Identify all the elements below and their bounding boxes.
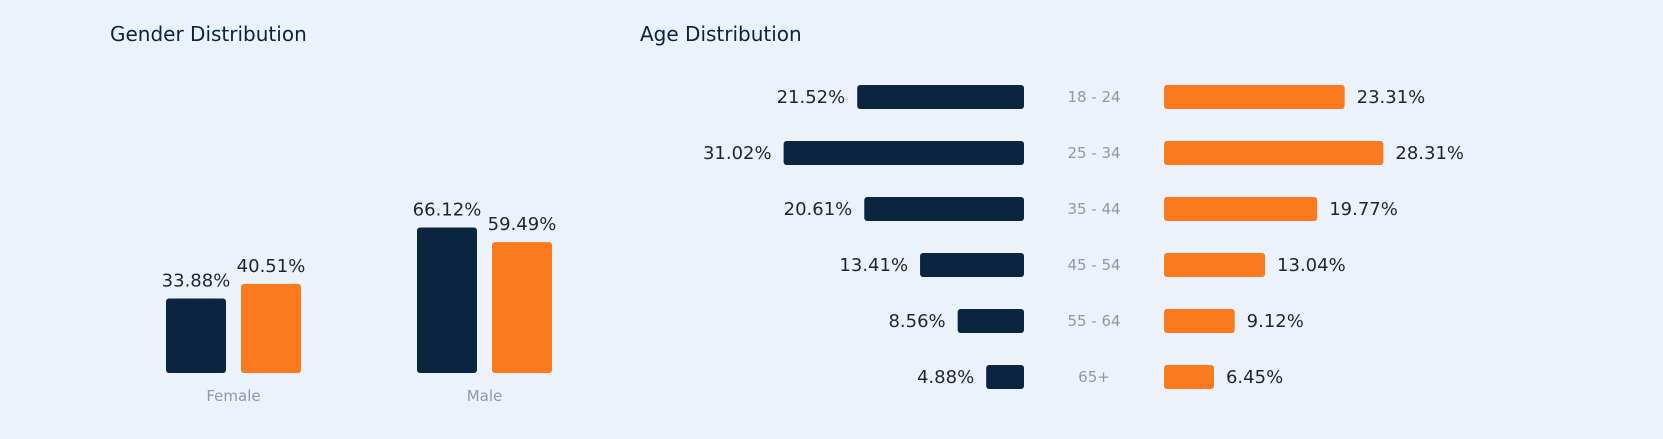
- age-bar-left: [986, 365, 1024, 389]
- age-value-label-left: 13.41%: [839, 255, 908, 276]
- age-value-label-left: 31.02%: [703, 143, 772, 164]
- age-bar-right: [1164, 253, 1266, 277]
- age-value-label-right: 23.31%: [1357, 87, 1426, 108]
- age-bar-left: [920, 253, 1024, 277]
- age-bar-left: [783, 141, 1024, 165]
- gender-value-label: 59.49%: [488, 214, 557, 235]
- age-bar-right: [1164, 365, 1214, 389]
- age-value-label-right: 9.12%: [1247, 311, 1304, 332]
- age-category-label: 18 - 24: [1067, 88, 1120, 106]
- gender-bar: [166, 298, 226, 373]
- gender-value-label: 33.88%: [162, 270, 231, 291]
- age-value-label-left: 21.52%: [777, 87, 846, 108]
- gender-distribution-title: Gender Distribution: [110, 22, 307, 46]
- age-category-label: 35 - 44: [1067, 200, 1120, 218]
- age-bar-right: [1164, 85, 1345, 109]
- gender-bar: [241, 283, 301, 373]
- age-bar-left: [864, 197, 1024, 221]
- age-bar-right: [1164, 309, 1235, 333]
- age-value-label-left: 4.88%: [917, 367, 974, 388]
- gender-bar: [492, 242, 552, 373]
- age-value-label-right: 28.31%: [1395, 143, 1464, 164]
- gender-distribution-chart: 33.88% 40.51% Female 66.12% 59.49% Male: [162, 200, 557, 405]
- age-category-label: 55 - 64: [1067, 312, 1120, 330]
- gender-category-label: Female: [206, 387, 260, 405]
- gender-value-label: 40.51%: [237, 256, 306, 277]
- age-category-label: 45 - 54: [1067, 256, 1120, 274]
- age-value-label-right: 19.77%: [1329, 199, 1398, 220]
- age-value-label-right: 6.45%: [1226, 367, 1283, 388]
- age-value-label-right: 13.04%: [1277, 255, 1346, 276]
- age-category-label: 65+: [1078, 368, 1110, 386]
- age-bar-left: [857, 85, 1024, 109]
- age-value-label-left: 8.56%: [888, 311, 945, 332]
- gender-value-label: 66.12%: [413, 200, 482, 221]
- age-bar-right: [1164, 141, 1384, 165]
- age-bar-left: [957, 309, 1024, 333]
- age-value-label-left: 20.61%: [784, 199, 853, 220]
- age-distribution-title: Age Distribution: [640, 22, 802, 46]
- age-category-label: 25 - 34: [1067, 144, 1120, 162]
- gender-bar: [417, 227, 477, 373]
- gender-category-label: Male: [467, 387, 503, 405]
- age-bar-right: [1164, 197, 1318, 221]
